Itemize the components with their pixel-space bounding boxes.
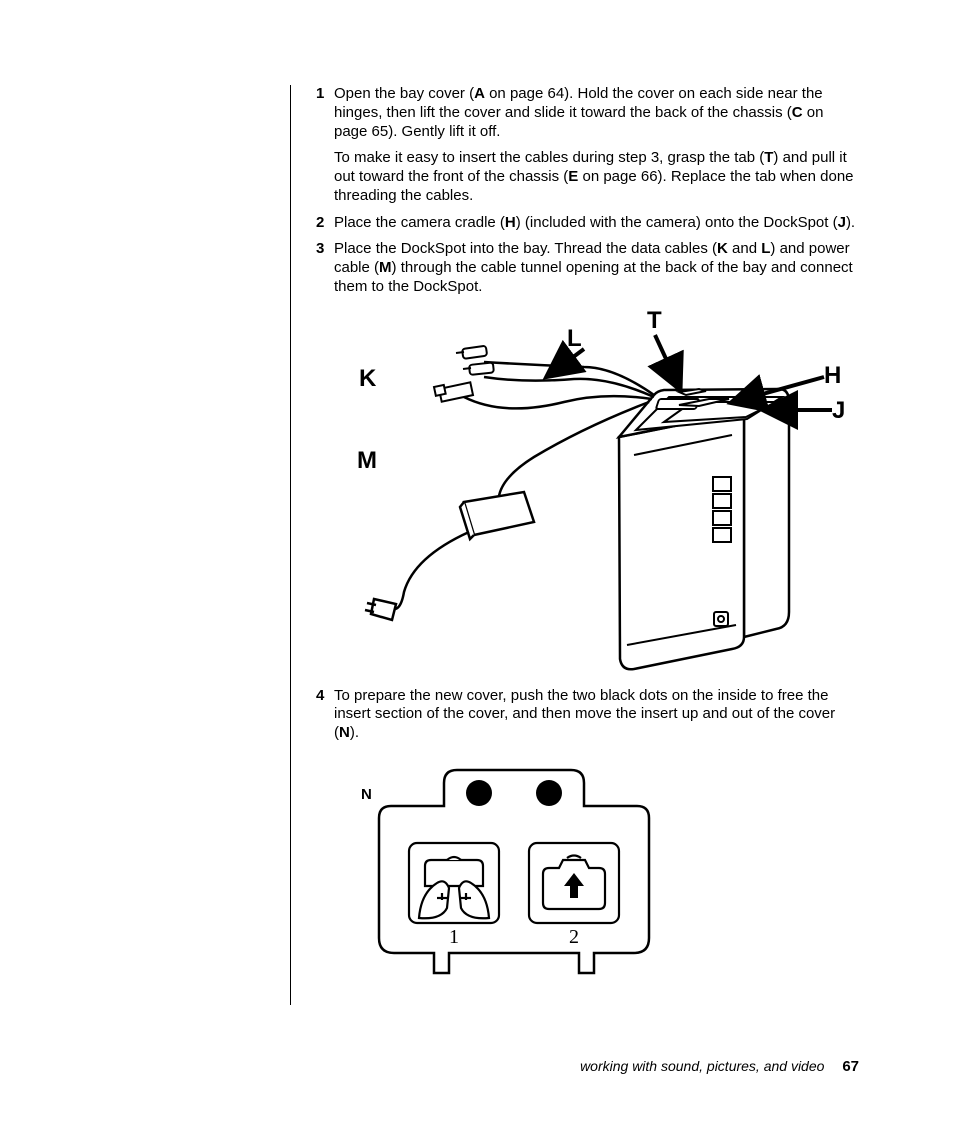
step-1: 1 Open the bay cover (A on page 64). Hol… <box>319 85 859 206</box>
t: Place the DockSpot into the bay. Thread … <box>334 240 717 257</box>
step-3: 3 Place the DockSpot into the bay. Threa… <box>319 240 859 296</box>
step-4-para: To prepare the new cover, push the two b… <box>334 687 859 743</box>
step-4-number: 4 <box>316 687 324 704</box>
diagram1-label-J: J <box>832 397 845 425</box>
step-3-para: Place the DockSpot into the bay. Thread … <box>334 240 859 296</box>
diagram-dockspot: L T K H J M <box>334 307 854 677</box>
step-1-number: 1 <box>316 85 324 102</box>
step-1-para-1: Open the bay cover (A on page 64). Hold … <box>334 85 859 141</box>
step-2-para: Place the camera cradle (H) (included wi… <box>334 214 859 233</box>
t: ). <box>350 724 359 741</box>
ref-J: J <box>838 214 846 231</box>
diagram2-num-1: 1 <box>449 926 459 949</box>
ref-A: A <box>474 85 485 102</box>
ref-N: N <box>339 724 350 741</box>
diagram1-label-H: H <box>824 362 841 390</box>
page-footer: working with sound, pictures, and video … <box>580 1058 859 1075</box>
ref-C: C <box>792 104 803 121</box>
ref-K: K <box>717 240 728 257</box>
step-4: 4 To prepare the new cover, push the two… <box>319 687 859 743</box>
dot-2-icon <box>536 780 562 806</box>
ref-H: H <box>505 214 516 231</box>
diagram2-num-2: 2 <box>569 926 579 949</box>
diagram-cover: N 1 2 <box>349 758 679 988</box>
diagram1-label-T: T <box>647 307 662 335</box>
t: and <box>728 240 761 257</box>
step-1-para-2: To make it easy to insert the cables dur… <box>334 149 859 205</box>
diagram1-label-M: M <box>357 447 377 475</box>
t: Open the bay cover ( <box>334 85 474 102</box>
diagram2-label-N: N <box>361 786 372 803</box>
t: Place the camera cradle ( <box>334 214 505 231</box>
diagram-cover-svg <box>349 758 679 988</box>
step-3-number: 3 <box>316 240 324 257</box>
footer-text: working with sound, pictures, and video <box>580 1058 824 1074</box>
ref-E: E <box>568 168 578 185</box>
t: ) (included with the camera) onto the Do… <box>516 214 838 231</box>
t: To make it easy to insert the cables dur… <box>334 149 764 166</box>
diagram1-label-K: K <box>359 365 376 393</box>
diagram-dockspot-svg <box>334 307 854 677</box>
content-column: 1 Open the bay cover (A on page 64). Hol… <box>290 85 859 1005</box>
diagram1-label-L: L <box>567 325 582 353</box>
t: ) through the cable tunnel opening at th… <box>334 259 853 295</box>
page-number: 67 <box>842 1058 859 1075</box>
ref-M: M <box>379 259 392 276</box>
step-2-number: 2 <box>316 214 324 231</box>
dot-1-icon <box>466 780 492 806</box>
t: ). <box>846 214 855 231</box>
step-2: 2 Place the camera cradle (H) (included … <box>319 214 859 233</box>
t: To prepare the new cover, push the two b… <box>334 687 835 742</box>
page: 1 Open the bay cover (A on page 64). Hol… <box>0 0 954 1123</box>
